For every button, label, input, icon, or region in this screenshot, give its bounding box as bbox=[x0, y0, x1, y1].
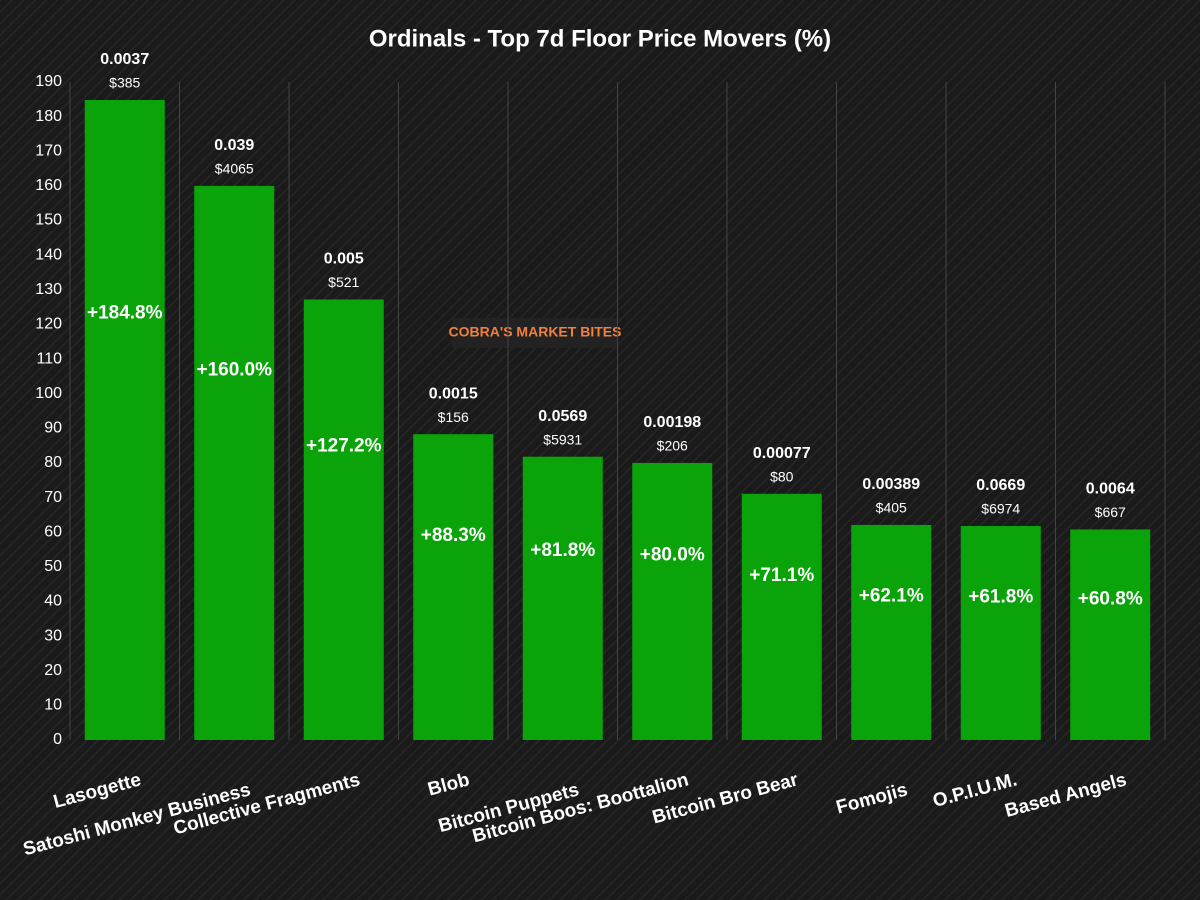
y-tick-label: 80 bbox=[44, 454, 62, 471]
usd-floor-label: $5931 bbox=[543, 431, 582, 447]
btc-floor-label: 0.005 bbox=[324, 251, 364, 268]
value-label: +88.3% bbox=[421, 525, 486, 546]
usd-floor-label: $521 bbox=[328, 274, 359, 290]
btc-floor-label: 0.00077 bbox=[753, 445, 811, 462]
y-tick-label: 0 bbox=[53, 731, 62, 748]
btc-floor-label: 0.039 bbox=[214, 137, 254, 154]
btc-floor-label: 0.0569 bbox=[538, 408, 587, 425]
y-tick-label: 180 bbox=[35, 108, 62, 125]
usd-floor-label: $385 bbox=[109, 75, 140, 91]
value-label: +71.1% bbox=[749, 565, 814, 586]
btc-floor-label: 0.0037 bbox=[100, 51, 149, 68]
bar bbox=[632, 462, 713, 740]
usd-floor-label: $667 bbox=[1095, 504, 1126, 520]
y-tick-label: 30 bbox=[44, 627, 62, 644]
value-label: +127.2% bbox=[306, 435, 382, 456]
value-label: +184.8% bbox=[87, 302, 163, 323]
y-tick-label: 40 bbox=[44, 593, 62, 610]
bar bbox=[741, 493, 822, 740]
y-tick-label: 60 bbox=[44, 523, 62, 540]
usd-floor-label: $405 bbox=[876, 500, 907, 516]
bar bbox=[303, 299, 384, 740]
value-label: +80.0% bbox=[640, 544, 705, 565]
y-tick-label: 150 bbox=[35, 212, 62, 229]
usd-floor-label: $156 bbox=[438, 409, 469, 425]
value-label: +60.8% bbox=[1078, 589, 1143, 610]
y-tick-label: 90 bbox=[44, 420, 62, 437]
value-label: +81.8% bbox=[530, 540, 595, 561]
watermark-box bbox=[452, 318, 618, 348]
y-tick-label: 160 bbox=[35, 177, 62, 194]
y-tick-label: 100 bbox=[35, 385, 62, 402]
y-tick-label: 120 bbox=[35, 316, 62, 333]
watermark: COBRA'S MARKET BITES bbox=[449, 324, 622, 340]
btc-floor-label: 0.0669 bbox=[976, 477, 1025, 494]
y-tick-label: 50 bbox=[44, 558, 62, 575]
bar bbox=[851, 524, 932, 740]
bar bbox=[194, 185, 275, 741]
bar bbox=[522, 456, 603, 740]
y-tick-label: 130 bbox=[35, 281, 62, 298]
usd-floor-label: $206 bbox=[657, 438, 688, 454]
btc-floor-label: 0.00198 bbox=[643, 414, 701, 431]
btc-floor-label: 0.0015 bbox=[429, 385, 478, 402]
y-tick-label: 140 bbox=[35, 246, 62, 263]
bar bbox=[960, 525, 1041, 740]
value-label: +61.8% bbox=[968, 586, 1033, 607]
value-label: +62.1% bbox=[859, 586, 924, 607]
value-label: +160.0% bbox=[196, 360, 272, 381]
y-tick-label: 110 bbox=[36, 350, 62, 367]
usd-floor-label: $6974 bbox=[981, 501, 1020, 517]
usd-floor-label: $80 bbox=[770, 468, 794, 484]
y-tick-label: 170 bbox=[35, 142, 62, 159]
btc-floor-label: 0.00389 bbox=[862, 476, 920, 493]
bar bbox=[1070, 529, 1151, 740]
y-tick-label: 190 bbox=[35, 73, 62, 90]
chart-title: Ordinals - Top 7d Floor Price Movers (%) bbox=[369, 25, 831, 52]
bar bbox=[84, 100, 165, 740]
y-tick-label: 70 bbox=[44, 489, 62, 506]
btc-floor-label: 0.0064 bbox=[1086, 481, 1135, 498]
y-tick-label: 20 bbox=[44, 662, 62, 679]
bar bbox=[413, 434, 494, 740]
y-tick-label: 10 bbox=[44, 697, 62, 714]
usd-floor-label: $4065 bbox=[215, 161, 254, 177]
